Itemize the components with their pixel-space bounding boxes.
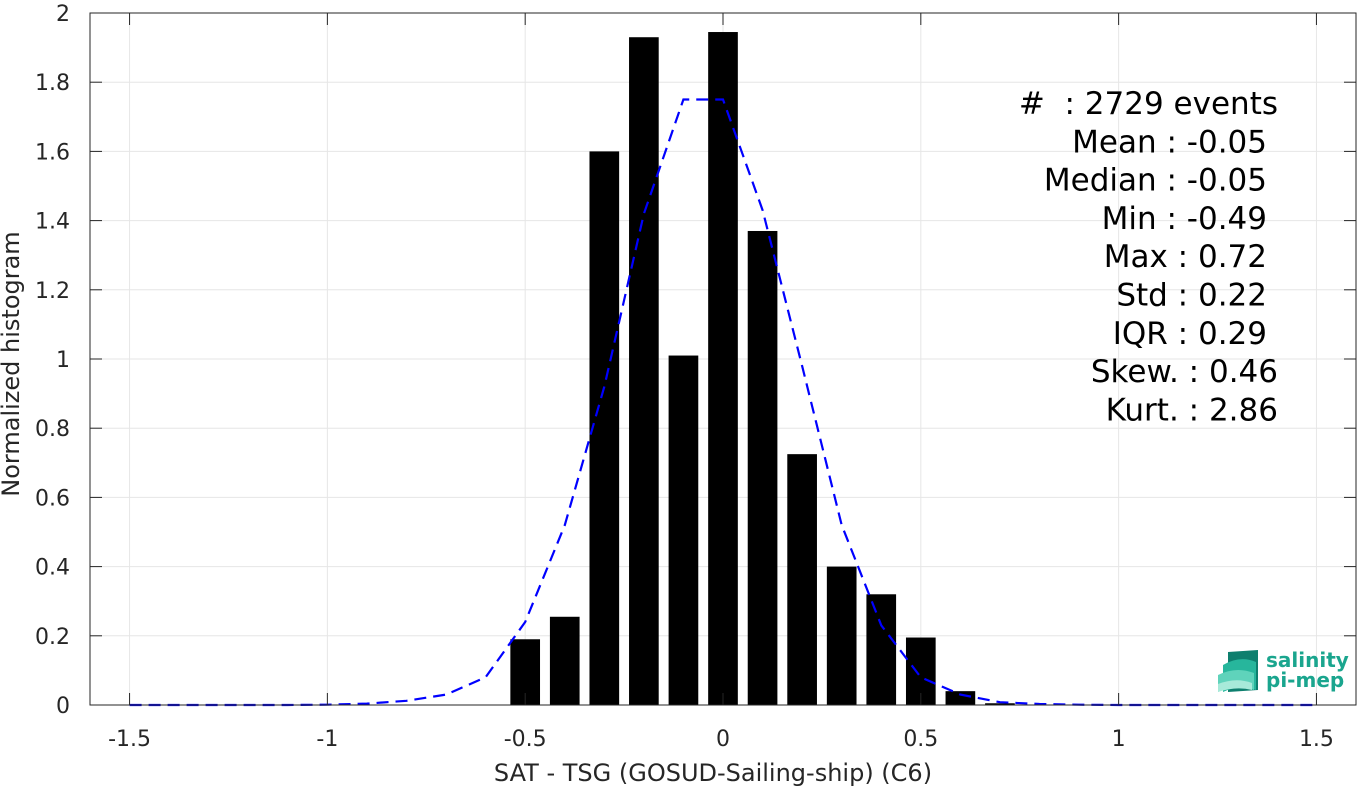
histogram-bar	[787, 454, 817, 705]
histogram-bar	[549, 616, 580, 705]
x-tick-labels: -1.5 -1 -0.5 0 0.5 1 1.5	[108, 727, 1334, 752]
stat-line: IQR : 0.29	[1113, 316, 1267, 352]
salinity-pi-mep-logo: salinity pi-mep	[1218, 648, 1349, 692]
stat-line: Skew. : 0.46	[1091, 354, 1278, 390]
x-tick-label: 1.5	[1299, 727, 1334, 752]
histogram-bar	[589, 151, 620, 705]
y-tick-label: 0.2	[35, 625, 70, 650]
stat-line: Median : -0.05	[1044, 163, 1267, 199]
histogram-bar	[826, 566, 857, 705]
y-tick-label: 2	[56, 2, 70, 27]
y-axis-label: Normalized histogram	[0, 231, 25, 496]
y-tick-label: 1.6	[35, 140, 70, 165]
x-tick-label: 0.5	[903, 727, 938, 752]
stat-line: # : 2729 events	[1019, 86, 1278, 122]
y-tick-label: 0	[56, 694, 70, 719]
x-tick-label: -0.5	[504, 727, 547, 752]
stat-line: Min : -0.49	[1102, 201, 1267, 237]
histogram-bar	[668, 355, 699, 705]
histogram-bar	[629, 37, 659, 706]
histogram-bar	[866, 594, 897, 705]
y-tick-label: 1.2	[35, 279, 70, 304]
x-tick-label: -1.5	[108, 727, 151, 752]
histogram-bar	[747, 230, 778, 706]
y-tick-label: 1.8	[35, 71, 70, 96]
y-tick-label: 0.8	[35, 417, 70, 442]
axis-ticks	[90, 12, 1356, 706]
histogram-bar	[708, 32, 738, 705]
x-axis-label: SAT - TSG (GOSUD-Sailing-ship) (C6)	[494, 759, 932, 787]
y-tick-label: 0.4	[35, 556, 70, 581]
x-tick-label: -1	[316, 727, 338, 752]
y-tick-label: 0.6	[35, 486, 70, 511]
logo-waves-icon	[1218, 650, 1258, 692]
y-tick-label: 1.4	[35, 210, 70, 235]
histogram-bar	[985, 703, 1015, 705]
x-tick-label: 0	[716, 727, 730, 752]
logo-line2: pi-mep	[1266, 668, 1344, 692]
x-tick-label: 1	[1112, 727, 1126, 752]
y-tick-label: 1	[56, 348, 70, 373]
stat-line: Mean : -0.05	[1072, 124, 1267, 160]
stat-line: Std : 0.22	[1116, 278, 1267, 314]
y-tick-labels: 0 0.2 0.4 0.6 0.8 1 1.2 1.4 1.6 1.8 2	[35, 2, 70, 719]
stat-line: Max : 0.72	[1104, 239, 1267, 275]
logo-line1: salinity	[1266, 648, 1349, 672]
histogram-bar	[945, 691, 976, 705]
stat-line: Kurt. : 2.86	[1106, 392, 1278, 428]
